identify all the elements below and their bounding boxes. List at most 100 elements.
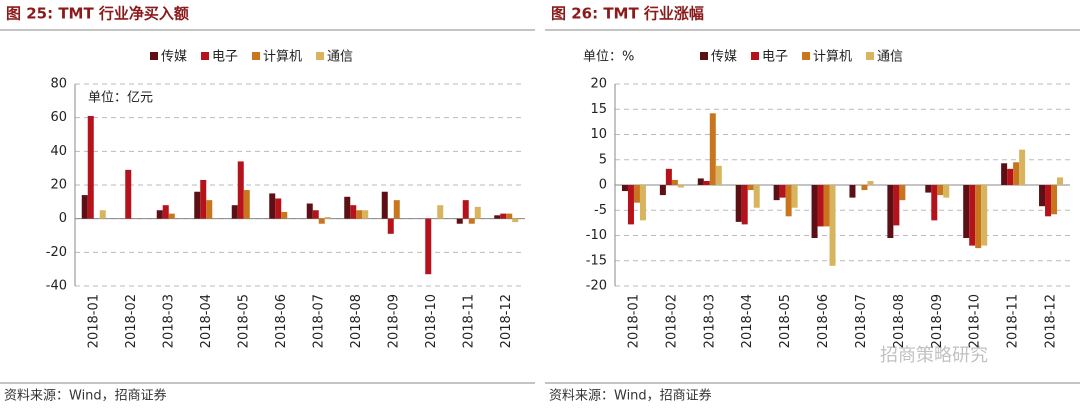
y-tick-label: -15 bbox=[586, 253, 607, 268]
bar bbox=[975, 185, 982, 249]
y-tick-label: -10 bbox=[586, 228, 607, 243]
bar bbox=[665, 168, 672, 185]
bar bbox=[621, 185, 628, 192]
bar bbox=[437, 205, 444, 219]
x-tick-label: 2018-10 bbox=[424, 294, 439, 348]
legend-swatch bbox=[316, 52, 325, 60]
y-tick-label: 20 bbox=[590, 77, 607, 92]
source: 资料来源：Wind，招商证券 bbox=[549, 388, 712, 404]
bar bbox=[753, 185, 760, 208]
bar bbox=[893, 185, 900, 226]
bar bbox=[779, 185, 786, 198]
bar bbox=[1045, 185, 1052, 217]
legend-swatch bbox=[751, 52, 760, 60]
bar bbox=[773, 185, 780, 201]
bar bbox=[168, 213, 175, 219]
y-tick-label: 80 bbox=[50, 77, 67, 92]
bar bbox=[1057, 177, 1064, 185]
x-tick-label: 2018-09 bbox=[930, 294, 945, 348]
y-tick-label: -20 bbox=[586, 279, 607, 294]
x-tick-label: 2018-12 bbox=[1044, 294, 1059, 348]
legend-label: 通信 bbox=[877, 50, 903, 65]
x-tick-label: 2018-01 bbox=[626, 294, 641, 348]
legend-swatch bbox=[700, 52, 708, 60]
bar bbox=[899, 185, 906, 201]
x-tick-label: 2018-02 bbox=[664, 294, 679, 348]
x-tick-label: 2018-03 bbox=[702, 294, 717, 348]
bar bbox=[849, 185, 856, 198]
bar bbox=[356, 210, 363, 219]
y-tick-label: 0 bbox=[599, 178, 607, 193]
bar bbox=[981, 185, 988, 246]
x-tick-label: 2018-11 bbox=[1006, 294, 1021, 348]
bar bbox=[500, 213, 507, 219]
x-tick-label: 2018-04 bbox=[740, 294, 755, 348]
bar bbox=[1007, 168, 1014, 185]
x-tick-label: 2018-08 bbox=[892, 294, 907, 348]
bar bbox=[206, 200, 213, 219]
bar bbox=[156, 210, 163, 219]
legend-swatch bbox=[201, 52, 210, 60]
bar bbox=[237, 161, 244, 219]
bar bbox=[87, 115, 94, 219]
bar bbox=[99, 210, 106, 219]
bar bbox=[344, 196, 351, 219]
x-tick-label: 2018-03 bbox=[161, 294, 176, 348]
bar bbox=[306, 203, 313, 219]
legend-label: 传媒 bbox=[711, 50, 737, 65]
bar bbox=[715, 165, 722, 185]
bar bbox=[1019, 149, 1026, 185]
bar bbox=[659, 185, 666, 196]
bar bbox=[677, 185, 684, 188]
x-tick-label: 2018-04 bbox=[199, 294, 214, 348]
bar bbox=[362, 210, 369, 219]
y-tick-label: 20 bbox=[50, 178, 67, 193]
y-tick-label: 0 bbox=[59, 211, 67, 226]
bar bbox=[494, 215, 501, 219]
bar bbox=[468, 218, 475, 224]
x-tick-label: 2018-06 bbox=[274, 294, 289, 348]
bar bbox=[703, 180, 710, 185]
bar bbox=[425, 218, 432, 275]
bar bbox=[937, 185, 944, 196]
y-tick-label: 5 bbox=[599, 152, 607, 167]
x-tick-label: 2018-10 bbox=[968, 294, 983, 348]
bar bbox=[275, 198, 282, 219]
legend-label: 电子 bbox=[762, 50, 788, 65]
bar bbox=[697, 178, 704, 185]
bar bbox=[312, 210, 319, 219]
x-tick-label: 2018-01 bbox=[86, 294, 101, 348]
unit-note: 单位：% bbox=[583, 50, 634, 65]
legend-label: 计算机 bbox=[263, 50, 302, 65]
bar bbox=[512, 218, 519, 223]
legend-swatch bbox=[252, 52, 261, 60]
legend-label: 传媒 bbox=[161, 50, 187, 65]
legend-label: 电子 bbox=[212, 50, 238, 65]
bar bbox=[627, 185, 634, 225]
bar bbox=[887, 185, 894, 239]
bar bbox=[281, 211, 288, 219]
bar bbox=[829, 185, 836, 266]
bar bbox=[1051, 185, 1058, 215]
y-tick-label: 60 bbox=[50, 110, 67, 125]
bar bbox=[200, 179, 207, 219]
y-tick-label: 40 bbox=[50, 144, 67, 159]
bar bbox=[318, 218, 325, 224]
bar bbox=[1013, 162, 1020, 185]
x-tick-label: 2018-11 bbox=[461, 294, 476, 348]
legend-swatch bbox=[866, 52, 875, 60]
bar bbox=[474, 206, 481, 219]
bar bbox=[393, 200, 400, 219]
bar bbox=[741, 185, 748, 225]
bar bbox=[811, 185, 818, 239]
y-tick-label: -40 bbox=[46, 279, 67, 294]
unit-note: 单位：亿元 bbox=[88, 91, 153, 106]
x-tick-label: 2018-06 bbox=[816, 294, 831, 348]
bar bbox=[671, 179, 678, 185]
bar bbox=[81, 195, 88, 219]
bar bbox=[931, 185, 938, 221]
x-tick-label: 2018-05 bbox=[778, 294, 793, 348]
watermark: 招商策略研究 bbox=[880, 345, 988, 366]
bar bbox=[709, 113, 716, 185]
